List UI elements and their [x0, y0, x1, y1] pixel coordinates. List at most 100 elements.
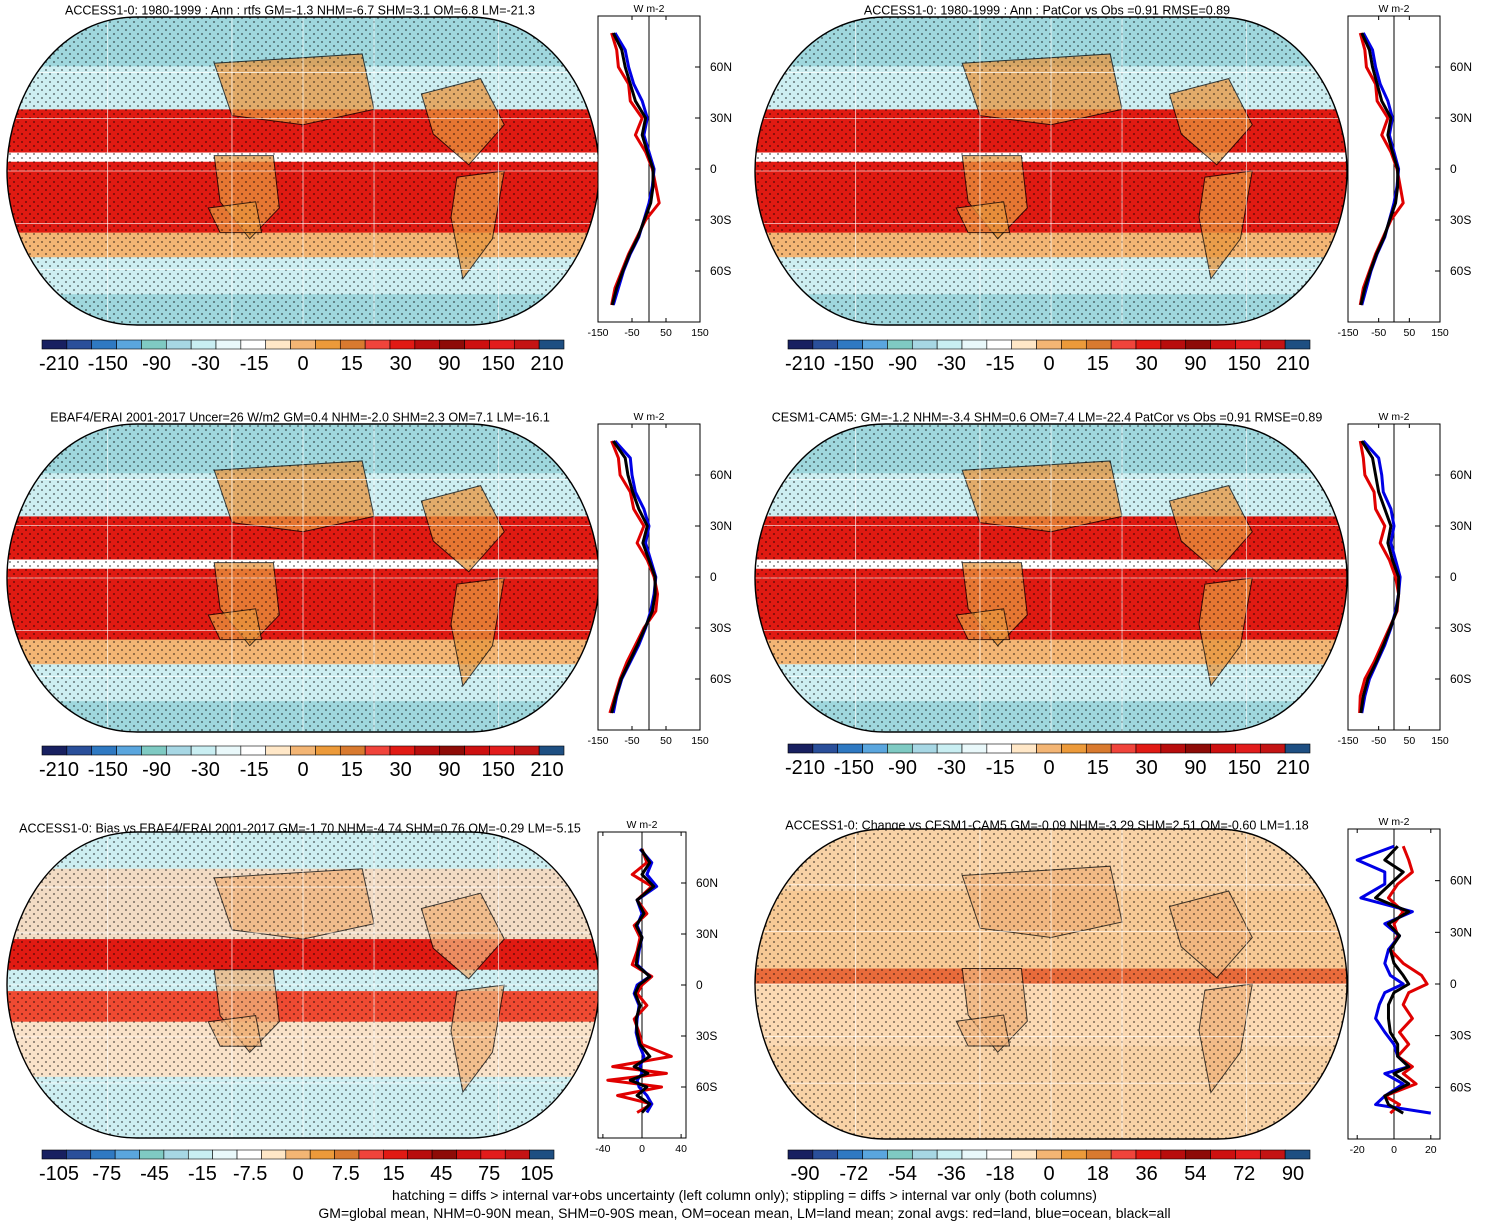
- colorbar-swatch: [116, 339, 142, 350]
- lat-label: 30S: [1450, 213, 1471, 227]
- colorbar-swatch: [936, 1149, 963, 1160]
- colorbar-swatch: [1259, 743, 1286, 754]
- panel-title: CESM1-CAM5: GM=-1.2 NHM=-3.4 SHM=0.6 OM=…: [772, 410, 1323, 424]
- lat-label: 30N: [1450, 519, 1472, 533]
- zonal-unit-label: W m-2: [1379, 411, 1410, 423]
- colorbar-swatch: [1235, 1149, 1261, 1160]
- colorbar-swatch: [1210, 743, 1236, 754]
- x-tick-label: 150: [691, 735, 709, 747]
- colorbar-swatch: [986, 743, 1013, 754]
- colorbar-swatch: [165, 745, 192, 756]
- x-tick-label: -150: [587, 735, 608, 747]
- colorbar-swatch: [538, 339, 565, 350]
- map-field: [755, 17, 1347, 325]
- colorbar-swatch: [1259, 1149, 1286, 1160]
- colorbar-label: 0: [292, 1163, 303, 1185]
- x-tick-label: 50: [660, 735, 672, 747]
- x-tick-label: -40: [595, 1143, 610, 1155]
- lat-label: 0: [1450, 570, 1457, 584]
- x-tick-label: 150: [1431, 327, 1449, 339]
- colorbar-swatch: [1061, 743, 1087, 754]
- x-tick-label: 20: [1425, 1144, 1437, 1156]
- colorbar-swatch: [240, 745, 267, 756]
- colorbar-swatch: [489, 339, 515, 350]
- colorbar-swatch: [215, 339, 242, 350]
- colorbar-label: -150: [88, 353, 128, 375]
- colorbar-swatch: [290, 339, 316, 350]
- lat-label: 60N: [710, 468, 732, 482]
- colorbar-label: 18: [1087, 1163, 1109, 1185]
- colorbar-label: -72: [839, 1163, 868, 1185]
- lat-label: 60S: [696, 1080, 717, 1094]
- zonal-series-line: [1359, 440, 1401, 714]
- colorbar-label: -90: [142, 759, 171, 781]
- x-tick-label: -150: [1337, 327, 1358, 339]
- colorbar-label: 210: [1276, 353, 1309, 375]
- colorbar-swatch: [1160, 1149, 1187, 1160]
- x-tick-label: -150: [587, 327, 608, 339]
- colorbar-swatch: [1259, 339, 1286, 350]
- colorbar-swatch: [339, 745, 366, 756]
- panel-1: ACCESS1-0: 1980-1999 : Ann : rtfs GM=-1.…: [6, 3, 732, 375]
- map-outline: [6, 16, 600, 326]
- colorbar-swatch: [41, 1149, 67, 1160]
- colorbar-swatch: [1185, 1149, 1211, 1160]
- colorbar-swatch: [1135, 1149, 1162, 1160]
- colorbar-swatch: [1085, 339, 1112, 350]
- colorbar-swatch: [961, 1149, 988, 1160]
- colorbar-label: 30: [389, 353, 411, 375]
- colorbar-swatch: [887, 743, 913, 754]
- colorbar-label: 30: [1135, 353, 1157, 375]
- lat-label: 0: [1450, 977, 1457, 991]
- colorbar-swatch: [513, 745, 540, 756]
- colorbar-label: -15: [240, 353, 269, 375]
- map-outline: [754, 828, 1348, 1140]
- x-tick-label: 0: [639, 1143, 645, 1155]
- colorbar-swatch: [414, 745, 441, 756]
- lat-label: 60N: [1450, 874, 1472, 888]
- colorbar-label: 90: [1282, 1163, 1304, 1185]
- colorbar-swatch: [163, 1149, 189, 1160]
- colorbar-swatch: [1210, 339, 1236, 350]
- lat-label: 0: [696, 978, 703, 992]
- lat-label: 30N: [1450, 111, 1472, 125]
- colorbar-swatch: [812, 1149, 839, 1160]
- colorbar-label: 30: [389, 759, 411, 781]
- colorbar-label: -90: [791, 1163, 820, 1185]
- panel-6: ACCESS1-0: Change vs CESM1-CAM5 GM=-0.09…: [754, 816, 1472, 1185]
- colorbar-swatch: [887, 1149, 913, 1160]
- colorbar-swatch: [787, 743, 814, 754]
- colorbar-swatch: [383, 1149, 409, 1160]
- lat-label: 60N: [1450, 60, 1472, 74]
- colorbar-label: 7.5: [332, 1163, 360, 1185]
- colorbar-swatch: [66, 339, 93, 350]
- colorbar-label: -150: [834, 757, 874, 779]
- map-field: [7, 832, 599, 1138]
- colorbar-label: -90: [142, 353, 171, 375]
- colorbar-label: 15: [382, 1163, 404, 1185]
- zonal-unit-label: W m-2: [1379, 816, 1410, 828]
- colorbar-label: -15: [188, 1163, 217, 1185]
- lat-label: 60S: [1450, 672, 1471, 686]
- colorbar-label: 75: [478, 1163, 500, 1185]
- colorbar-swatch: [464, 339, 490, 350]
- colorbar-swatch: [1011, 743, 1037, 754]
- colorbar-swatch: [1160, 339, 1187, 350]
- panel-title: EBAF4/ERAI 2001-2017 Uncer=26 W/m2 GM=0.…: [50, 410, 550, 424]
- colorbar-label: 150: [482, 759, 515, 781]
- panel-2: ACCESS1-0: 1980-1999 : Ann : PatCor vs O…: [754, 3, 1472, 375]
- colorbar-label: 210: [1276, 757, 1309, 779]
- colorbar-label: -54: [888, 1163, 917, 1185]
- colorbar-swatch: [240, 339, 267, 350]
- colorbar-swatch: [315, 339, 341, 350]
- zonal-panel: W m-2 -20 0 20 60N 30N 0 30S 60S: [1347, 816, 1472, 1156]
- colorbar-swatch: [389, 745, 416, 756]
- colorbar-swatch: [1160, 743, 1187, 754]
- colorbar-swatch: [439, 745, 465, 756]
- zonal-series-line: [610, 32, 655, 306]
- colorbar-swatch: [1110, 1149, 1137, 1160]
- lat-label: 30S: [1450, 1029, 1471, 1043]
- colorbar-label: 150: [482, 353, 515, 375]
- map-outline: [6, 831, 600, 1139]
